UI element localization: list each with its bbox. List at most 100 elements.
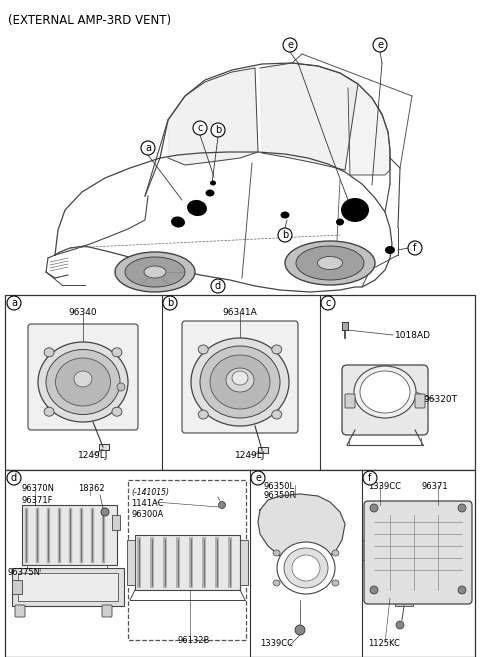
Text: e: e [287,40,293,50]
Ellipse shape [296,246,364,280]
Ellipse shape [332,580,339,586]
Ellipse shape [210,181,216,185]
Bar [395,598,413,606]
Circle shape [408,241,422,255]
Bar [99,444,109,450]
Circle shape [211,123,225,137]
Text: b: b [167,298,173,308]
Polygon shape [348,86,390,175]
Text: b: b [282,230,288,240]
Ellipse shape [360,371,410,413]
Ellipse shape [74,371,92,387]
Ellipse shape [336,219,344,225]
Ellipse shape [115,252,195,292]
Circle shape [251,471,265,485]
Text: 1249LJ: 1249LJ [78,451,108,460]
FancyBboxPatch shape [15,605,25,617]
Circle shape [7,296,21,310]
Circle shape [458,504,466,512]
Ellipse shape [341,198,369,222]
Ellipse shape [232,371,248,385]
Circle shape [141,141,155,155]
FancyBboxPatch shape [415,394,425,408]
Bar [240,540,248,585]
Ellipse shape [44,407,54,416]
Circle shape [278,228,292,242]
Circle shape [321,296,335,310]
Ellipse shape [385,246,395,254]
Text: 96341A: 96341A [223,308,257,317]
Ellipse shape [44,348,54,357]
Ellipse shape [317,256,343,269]
Text: 1018AD: 1018AD [395,330,431,340]
Ellipse shape [273,580,280,586]
Text: d: d [215,281,221,291]
Text: f: f [413,243,417,253]
Ellipse shape [144,266,166,278]
Ellipse shape [112,348,122,357]
Ellipse shape [117,383,125,391]
Ellipse shape [292,555,320,581]
Ellipse shape [277,542,335,594]
Circle shape [7,471,21,485]
Text: d: d [11,473,17,483]
Circle shape [218,501,226,509]
Text: a: a [145,143,151,153]
Bar [5,295,475,470]
Circle shape [193,121,207,135]
Bar [135,535,240,590]
Circle shape [370,504,378,512]
Text: 96371: 96371 [422,482,449,491]
Text: f: f [368,473,372,483]
FancyBboxPatch shape [342,365,428,435]
Bar [5,470,475,657]
Text: c: c [325,298,331,308]
Ellipse shape [272,410,282,419]
Text: 1141AC: 1141AC [131,499,164,508]
Text: 96350L: 96350L [263,482,294,491]
Ellipse shape [272,345,282,354]
Text: 96350R: 96350R [263,491,295,500]
Ellipse shape [332,550,339,556]
Text: e: e [255,473,261,483]
Text: (EXTERNAL AMP-3RD VENT): (EXTERNAL AMP-3RD VENT) [8,14,171,27]
Text: 96320T: 96320T [423,396,457,405]
Text: c: c [197,123,203,133]
Text: 96371F: 96371F [22,496,53,505]
Text: 1125KC: 1125KC [368,639,400,648]
Bar [128,480,246,640]
FancyBboxPatch shape [28,324,138,430]
Bar [127,540,135,585]
Circle shape [163,296,177,310]
Ellipse shape [285,241,375,285]
Circle shape [295,625,305,635]
Text: b: b [215,125,221,135]
Circle shape [373,38,387,52]
Bar [18,573,118,601]
FancyBboxPatch shape [364,501,472,604]
Text: 96340: 96340 [69,308,97,317]
Text: 96132B: 96132B [178,636,210,645]
Ellipse shape [284,548,328,588]
Bar [258,447,268,453]
Circle shape [101,508,109,516]
Ellipse shape [198,345,208,354]
Bar [362,540,370,560]
Text: 96375N: 96375N [8,568,41,577]
FancyBboxPatch shape [345,394,355,408]
Ellipse shape [280,212,289,219]
Circle shape [396,621,404,629]
Circle shape [363,471,377,485]
Bar [112,515,120,530]
Polygon shape [168,68,258,165]
Ellipse shape [198,410,208,419]
Text: 1339CC: 1339CC [368,482,401,491]
Text: a: a [11,298,17,308]
FancyBboxPatch shape [182,321,298,433]
Ellipse shape [125,257,185,287]
Bar [12,580,22,594]
Text: (-141015): (-141015) [131,488,169,497]
Ellipse shape [38,342,128,422]
Text: e: e [377,40,383,50]
Bar [374,515,462,590]
